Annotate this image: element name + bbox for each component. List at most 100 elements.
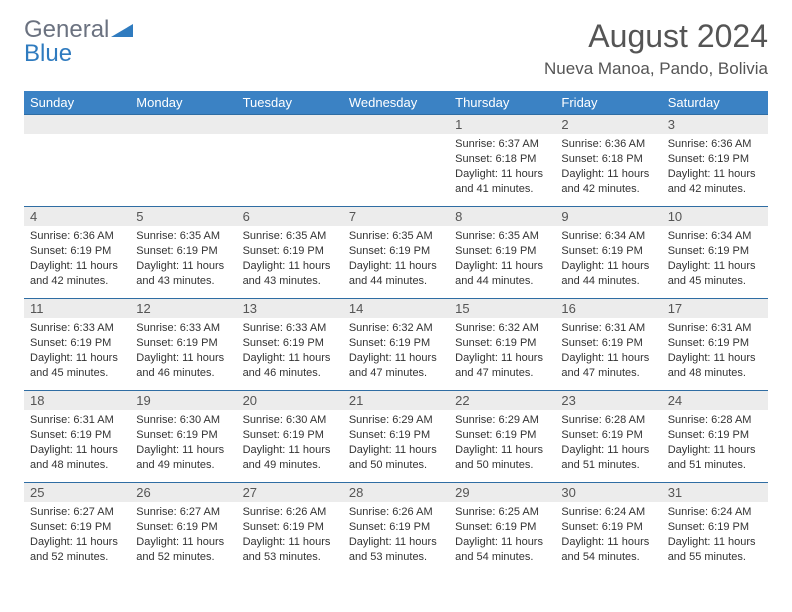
day-number: 19 [130,391,236,410]
daylight-line: Daylight: 11 hours and 53 minutes. [349,536,437,563]
sunset-line: Sunset: 6:19 PM [30,337,111,349]
sunset-line: Sunset: 6:19 PM [30,245,111,257]
day-number: 7 [343,207,449,226]
sunrise-line: Sunrise: 6:30 AM [136,414,220,426]
calendar-day-cell: 6 Sunrise: 6:35 AM Sunset: 6:19 PM Daylight… [237,207,343,299]
day-info: Sunrise: 6:35 AMSunset: 6:19 PMDaylight:… [130,226,236,290]
daylight-line: Daylight: 11 hours and 52 minutes. [136,536,224,563]
day-info: Sunrise: 6:27 AMSunset: 6:19 PMDaylight:… [130,502,236,566]
daylight-line: Daylight: 11 hours and 47 minutes. [349,352,437,379]
calendar-day-cell: 5Sunrise: 6:35 AMSunset: 6:19 PMDaylight… [130,207,236,299]
sunrise-line: Sunrise: 6:33 AM [243,322,327,334]
column-header: Tuesday [237,91,343,115]
calendar-day-cell: 18Sunrise: 6:31 AMSunset: 6:19 PMDayligh… [24,391,130,483]
calendar-day-cell: 22Sunrise: 6:29 AMSunset: 6:19 PMDayligh… [449,391,555,483]
calendar-day-cell: 21Sunrise: 6:29 AMSunset: 6:19 PMDayligh… [343,391,449,483]
day-number: 6 [237,207,343,226]
calendar-day-cell: 1Sunrise: 6:37 AMSunset: 6:18 PMDaylight… [449,115,555,207]
calendar-day-cell: 3Sunrise: 6:36 AMSunset: 6:19 PMDaylight… [662,115,768,207]
calendar-day-cell: 14Sunrise: 6:32 AMSunset: 6:19 PMDayligh… [343,299,449,391]
logo: GeneralBlue [24,18,133,66]
triangle-icon [111,18,133,42]
header: GeneralBlue August 2024 Nueva Manoa, Pan… [24,18,768,79]
day-info: Sunrise: 6:34 AMSunset: 6:19 PMDaylight:… [662,226,768,290]
sunrise-line: Sunrise: 6:30 AM [243,414,327,426]
day-number: 13 [237,299,343,318]
daylight-line: Daylight: 11 hours and 48 minutes. [30,444,118,471]
sunrise-line: Sunrise: 6:36 AM [561,138,645,150]
sunset-line: Sunset: 6:19 PM [136,337,217,349]
day-number: 15 [449,299,555,318]
calendar-week-row: 18Sunrise: 6:31 AMSunset: 6:19 PMDayligh… [24,391,768,483]
day-info: Sunrise: 6:35 AMSunset: 6:19 PMDaylight:… [343,226,449,290]
daylight-line: Daylight: 11 hours and 48 minutes. [668,352,756,379]
day-number: 9 [555,207,661,226]
sunset-line: Sunset: 6:19 PM [349,521,430,533]
logo-text-general: General [24,16,109,43]
day-number: 8 [449,207,555,226]
daylight-line: Daylight: 11 hours and 50 minutes. [455,444,543,471]
sunrise-line: Sunrise: 6:32 AM [349,322,433,334]
calendar-day-cell [24,115,130,207]
calendar-week-row: 25Sunrise: 6:27 AMSunset: 6:19 PMDayligh… [24,483,768,575]
logo-text-blue: Blue [24,40,72,67]
daylight-line: Daylight: 11 hours and 44 minutes. [455,260,543,287]
daylight-line: Daylight: 11 hours and 43 minutes. [243,260,331,287]
calendar-header-row: SundayMondayTuesdayWednesdayThursdayFrid… [24,91,768,115]
day-number: 30 [555,483,661,502]
sunrise-line: Sunrise: 6:35 AM [455,230,539,242]
day-info: Sunrise: 6:29 AMSunset: 6:19 PMDaylight:… [449,410,555,474]
sunrise-line: Sunrise: 6:26 AM [349,506,433,518]
daylight-line: Daylight: 11 hours and 45 minutes. [668,260,756,287]
sunset-line: Sunset: 6:19 PM [561,245,642,257]
calendar-day-cell: 27Sunrise: 6:26 AMSunset: 6:19 PMDayligh… [237,483,343,575]
sunset-line: Sunset: 6:19 PM [455,521,536,533]
sunrise-line: Sunrise: 6:28 AM [668,414,752,426]
day-info: Sunrise: 6:33 AMSunset: 6:19 PMDaylight:… [24,318,130,382]
sunrise-line: Sunrise: 6:26 AM [243,506,327,518]
calendar-day-cell [130,115,236,207]
day-number: 25 [24,483,130,502]
sunrise-line: Sunrise: 6:24 AM [668,506,752,518]
day-info: Sunrise: 6:36 AMSunset: 6:19 PMDaylight:… [24,226,130,290]
sunrise-line: Sunrise: 6:35 AM [136,230,220,242]
calendar-day-cell: 25Sunrise: 6:27 AMSunset: 6:19 PMDayligh… [24,483,130,575]
day-info: Sunrise: 6:29 AMSunset: 6:19 PMDaylight:… [343,410,449,474]
calendar-day-cell: 10Sunrise: 6:34 AMSunset: 6:19 PMDayligh… [662,207,768,299]
sunset-line: Sunset: 6:18 PM [455,153,536,165]
calendar-day-cell: 29Sunrise: 6:25 AMSunset: 6:19 PMDayligh… [449,483,555,575]
day-number: 1 [449,115,555,134]
sunrise-line: Sunrise: 6:37 AM [455,138,539,150]
day-number: 29 [449,483,555,502]
calendar-day-cell: 30Sunrise: 6:24 AMSunset: 6:19 PMDayligh… [555,483,661,575]
day-number: 18 [24,391,130,410]
sunset-line: Sunset: 6:19 PM [136,521,217,533]
sunrise-line: Sunrise: 6:31 AM [30,414,114,426]
sunset-line: Sunset: 6:19 PM [136,245,217,257]
day-info: Sunrise: 6:26 AMSunset: 6:19 PMDaylight:… [237,502,343,566]
calendar-day-cell: 8 Sunrise: 6:35 AM Sunset: 6:19 PM Daylight… [449,207,555,299]
column-header: Friday [555,91,661,115]
calendar-day-cell [237,115,343,207]
day-info: Sunrise: 6:33 AMSunset: 6:19 PMDaylight:… [130,318,236,382]
calendar-day-cell: 13Sunrise: 6:33 AMSunset: 6:19 PMDayligh… [237,299,343,391]
day-number: 3 [662,115,768,134]
day-number: 23 [555,391,661,410]
day-number [130,115,236,134]
sunrise-line: Sunrise: 6:29 AM [455,414,539,426]
calendar-day-cell: 31Sunrise: 6:24 AMSunset: 6:19 PMDayligh… [662,483,768,575]
calendar-day-cell: 19Sunrise: 6:30 AMSunset: 6:19 PMDayligh… [130,391,236,483]
day-info: Sunrise: 6:32 AMSunset: 6:19 PMDaylight:… [449,318,555,382]
column-header: Thursday [449,91,555,115]
sunset-line: Sunset: 6:19 PM [243,245,324,257]
day-info: Sunrise: 6:28 AMSunset: 6:19 PMDaylight:… [662,410,768,474]
day-info: Sunrise: 6:27 AMSunset: 6:19 PMDaylight:… [24,502,130,566]
day-number: 12 [130,299,236,318]
sunrise-line: Sunrise: 6:25 AM [455,506,539,518]
sunset-line: Sunset: 6:19 PM [455,245,536,257]
daylight-line: Daylight: 11 hours and 49 minutes. [243,444,331,471]
sunrise-line: Sunrise: 6:35 AM [243,230,327,242]
column-header: Saturday [662,91,768,115]
daylight-line: Daylight: 11 hours and 44 minutes. [349,260,437,287]
day-number: 4 [24,207,130,226]
